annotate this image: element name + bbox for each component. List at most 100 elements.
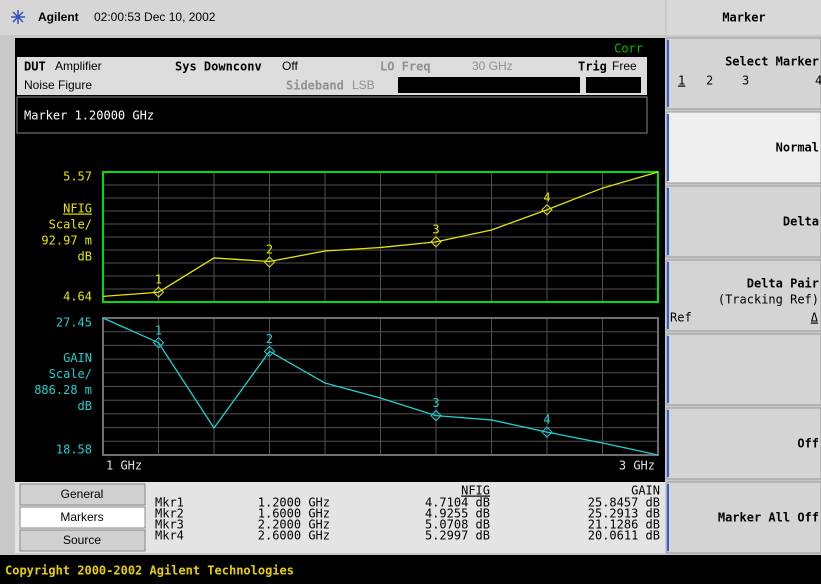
marker: [541, 204, 553, 216]
status-value: LSB: [352, 78, 375, 92]
table-cell: 2.6000 GHz: [258, 529, 330, 543]
status-label: Noise Figure: [24, 78, 92, 92]
softkey[interactable]: [666, 407, 821, 480]
scale-label: Scale/: [49, 367, 92, 381]
softkey-sub: (Tracking Ref): [718, 293, 819, 307]
x-tick-label: 3 GHz: [619, 459, 655, 473]
softkey-label[interactable]: Delta: [783, 215, 819, 229]
marker: [152, 286, 165, 298]
softkey-option: 4: [815, 74, 821, 88]
marker-label: 3: [432, 396, 439, 410]
softkey-option: 1: [678, 74, 685, 88]
corr: Corr: [614, 42, 643, 56]
table-cell: 25.2913 dB: [588, 507, 660, 521]
status-label: Trig: [578, 60, 607, 74]
softkey-label[interactable]: Delta Pair: [747, 277, 819, 291]
softkey[interactable]: [666, 259, 821, 332]
top-bar: [0, 0, 665, 35]
marker: [430, 409, 442, 422]
table-cell: 25.8457 dB: [588, 496, 660, 510]
status-value: 30 GHz: [472, 59, 513, 73]
softkey-label[interactable]: Off: [797, 437, 819, 451]
status-box: [586, 77, 641, 93]
table-cell: 1.6000 GHz: [258, 507, 330, 521]
status-value: Off: [282, 59, 298, 73]
marker-label: 1: [155, 323, 162, 337]
table-cell: 5.2997 dB: [425, 529, 490, 543]
y-tick-label: 5.57: [63, 170, 92, 184]
menu-header: [667, 0, 821, 35]
datetime: 02:00:53 Dec 10, 2002: [94, 10, 216, 24]
softkey-label[interactable]: Marker All Off: [718, 511, 819, 525]
trace: [102, 317, 659, 456]
softkey[interactable]: [666, 111, 821, 184]
tab-label[interactable]: General: [61, 487, 104, 501]
table-cell: 4.7104 dB: [425, 496, 490, 510]
marker: [541, 426, 553, 438]
scale-unit: dB: [78, 399, 92, 413]
status-label: DUT: [24, 60, 46, 74]
trace-name: NFIG: [63, 202, 92, 216]
softkey-option: 2: [706, 74, 713, 88]
table-header: GAIN: [631, 484, 660, 498]
table-cell: Mkr3: [155, 518, 184, 532]
trace-name: GAIN: [63, 351, 92, 365]
logo: [11, 10, 25, 24]
table-cell: 20.0611 dB: [588, 529, 660, 543]
status-label: Sys Downconv: [175, 60, 262, 74]
softkey-label[interactable]: Normal: [776, 141, 819, 155]
status-value: Free: [612, 59, 637, 73]
status-value: Amplifier: [55, 59, 102, 73]
tab[interactable]: [19, 506, 146, 529]
softkey-option: Δ: [811, 311, 819, 325]
status-label: LO Freq: [380, 60, 431, 74]
softkey[interactable]: [666, 481, 821, 554]
tab[interactable]: [19, 529, 146, 552]
softkey-option: Ref: [670, 311, 692, 325]
marker: [152, 337, 165, 349]
tab-label[interactable]: Source: [63, 533, 101, 547]
marker-label: 4: [543, 413, 550, 427]
trace: [102, 171, 659, 298]
y-tick-label: 27.45: [56, 316, 92, 330]
softkey-option: 3: [742, 74, 749, 88]
tab-label[interactable]: Markers: [60, 510, 103, 524]
y-tick-label: 4.64: [63, 290, 92, 304]
softkey[interactable]: [666, 333, 821, 406]
table-cell: 21.1286 dB: [588, 518, 660, 532]
marker: [263, 345, 276, 358]
table-cell: 5.0708 dB: [425, 518, 490, 532]
scale-unit: dB: [78, 250, 92, 264]
copyright: Copyright 2000-2002 Agilent Technologies: [5, 564, 294, 578]
marker-banner: [16, 96, 648, 134]
table-cell: Mkr2: [155, 507, 184, 521]
marker: [263, 256, 276, 268]
marker-label: 3: [432, 222, 439, 236]
footer-bar: [0, 555, 821, 584]
marker: [430, 236, 442, 248]
scale-value: 92.97 m: [41, 234, 92, 248]
softkey-label[interactable]: Select Marker: [725, 55, 819, 69]
plot-frame: [102, 317, 659, 456]
marker-label: 1: [155, 273, 162, 287]
table-cell: 2.2000 GHz: [258, 518, 330, 532]
scale-value: 886.28 m: [34, 383, 92, 397]
brand: Agilent: [38, 10, 79, 24]
marker-label: 4: [543, 190, 550, 204]
y-tick-label: 18.58: [56, 443, 92, 457]
x-tick-label: 1 GHz: [106, 459, 142, 473]
status-label: Sideband: [286, 79, 344, 93]
table-cell: Mkr1: [155, 496, 184, 510]
tab[interactable]: [19, 483, 146, 506]
scale-label: Scale/: [49, 218, 92, 232]
marker-label: 2: [266, 332, 273, 346]
plot-frame: [102, 171, 659, 303]
menu-title: Marker: [722, 11, 765, 25]
marker-readout: Marker 1.20000 GHz: [24, 109, 154, 123]
table-cell: 4.9255 dB: [425, 507, 490, 521]
table-cell: Mkr4: [155, 529, 184, 543]
status-box: [398, 77, 580, 93]
table-header: NFIG: [461, 484, 490, 498]
marker-label: 2: [266, 243, 273, 257]
